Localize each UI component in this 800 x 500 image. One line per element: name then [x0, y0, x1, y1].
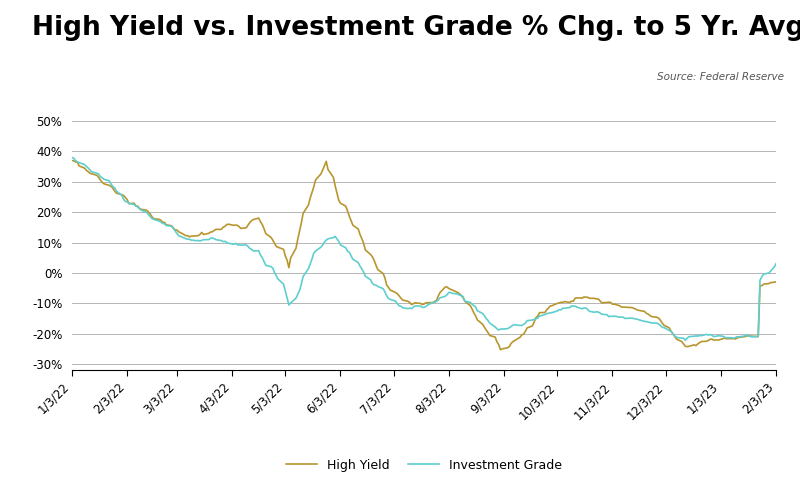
Text: High Yield vs. Investment Grade % Chg. to 5 Yr. Avg. Spreads: High Yield vs. Investment Grade % Chg. t… — [32, 15, 800, 41]
Line: High Yield: High Yield — [72, 160, 776, 350]
Text: Source: Federal Reserve: Source: Federal Reserve — [657, 72, 784, 83]
Legend: High Yield, Investment Grade: High Yield, Investment Grade — [279, 453, 569, 478]
Line: Investment Grade: Investment Grade — [72, 158, 776, 340]
